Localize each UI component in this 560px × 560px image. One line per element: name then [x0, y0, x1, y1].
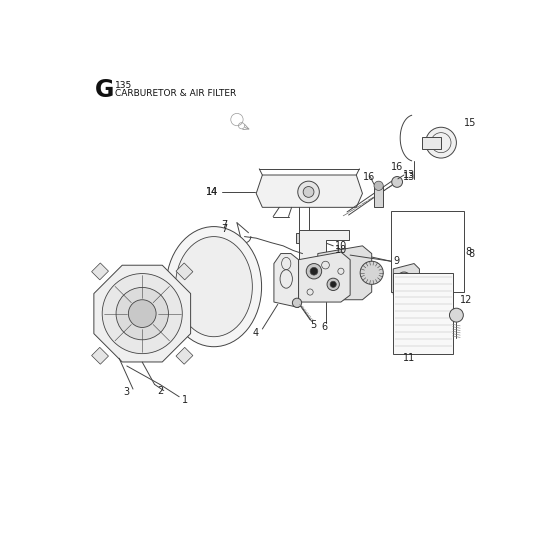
Text: 5: 5	[310, 320, 316, 330]
Polygon shape	[176, 347, 193, 364]
Circle shape	[392, 176, 403, 187]
Text: 14: 14	[206, 187, 218, 197]
Circle shape	[292, 298, 302, 307]
Polygon shape	[318, 246, 372, 300]
Text: 2: 2	[158, 386, 164, 395]
Circle shape	[128, 300, 156, 328]
Polygon shape	[256, 175, 362, 207]
Text: 11: 11	[403, 353, 415, 363]
Polygon shape	[298, 231, 348, 275]
Text: CARBURETOR & AIR FILTER: CARBURETOR & AIR FILTER	[115, 89, 236, 98]
Text: 13: 13	[403, 171, 415, 181]
Text: 4: 4	[253, 328, 259, 338]
Circle shape	[302, 235, 308, 241]
Polygon shape	[393, 264, 419, 295]
Text: 16: 16	[362, 171, 375, 181]
Text: 7: 7	[222, 220, 228, 230]
Circle shape	[102, 274, 183, 354]
Bar	[393, 273, 454, 354]
Circle shape	[330, 281, 336, 287]
Bar	[391, 211, 464, 292]
Circle shape	[397, 272, 411, 286]
Bar	[422, 137, 441, 149]
Text: 1: 1	[181, 395, 188, 405]
Text: 8: 8	[465, 247, 472, 257]
Text: 7: 7	[222, 224, 228, 234]
Circle shape	[298, 181, 319, 203]
Text: 14: 14	[206, 187, 218, 197]
Text: 15: 15	[464, 118, 477, 128]
Circle shape	[303, 186, 314, 197]
Text: 10: 10	[335, 241, 347, 251]
Text: 13: 13	[403, 170, 415, 180]
Circle shape	[426, 127, 456, 158]
Text: 16: 16	[391, 162, 403, 172]
Text: 9: 9	[393, 256, 399, 266]
Polygon shape	[274, 254, 298, 307]
Circle shape	[306, 264, 321, 279]
Bar	[374, 186, 383, 207]
Circle shape	[310, 267, 318, 275]
Text: 6: 6	[321, 323, 328, 333]
Text: 12: 12	[460, 295, 473, 305]
Polygon shape	[94, 265, 190, 362]
Polygon shape	[92, 347, 109, 364]
Text: 10: 10	[335, 245, 347, 255]
Circle shape	[327, 278, 339, 291]
Text: 135: 135	[115, 81, 132, 90]
Circle shape	[116, 287, 169, 340]
Polygon shape	[296, 233, 313, 243]
Polygon shape	[92, 263, 109, 280]
Polygon shape	[298, 252, 350, 302]
Polygon shape	[176, 263, 193, 280]
Text: 3: 3	[124, 387, 130, 397]
Text: G: G	[95, 78, 114, 102]
Text: 8: 8	[468, 249, 474, 259]
Circle shape	[360, 261, 383, 284]
Circle shape	[401, 276, 407, 282]
Ellipse shape	[166, 227, 262, 347]
Circle shape	[409, 285, 417, 293]
Ellipse shape	[175, 236, 253, 337]
Circle shape	[374, 181, 383, 190]
Circle shape	[450, 308, 463, 322]
